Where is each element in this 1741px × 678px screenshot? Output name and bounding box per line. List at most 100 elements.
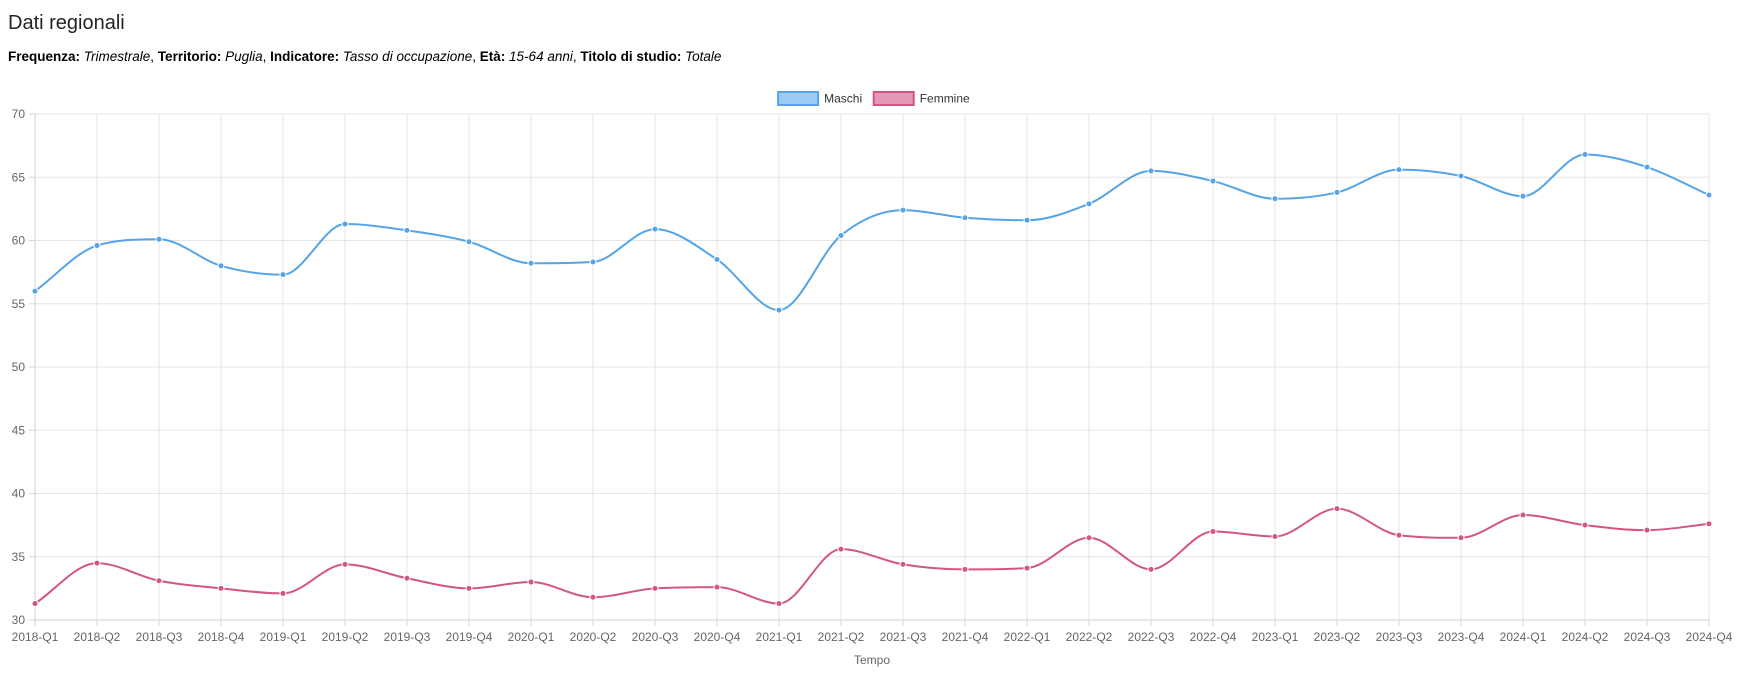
data-point-femmine bbox=[155, 577, 163, 585]
data-point-maschi bbox=[1271, 195, 1279, 203]
filter-summary: Frequenza: Trimestrale, Territorio: Pugl… bbox=[8, 49, 721, 64]
data-point-femmine bbox=[527, 578, 535, 586]
legend-label-maschi: Maschi bbox=[824, 92, 862, 106]
data-point-femmine bbox=[961, 565, 969, 573]
filter-value-indicatore: Tasso di occupazione bbox=[342, 49, 473, 64]
x-tick-label: 2024-Q3 bbox=[1624, 630, 1671, 644]
data-point-femmine bbox=[1085, 534, 1093, 542]
data-point-femmine bbox=[1581, 521, 1589, 529]
x-tick-label: 2018-Q4 bbox=[198, 630, 245, 644]
filter-separator: , bbox=[150, 49, 158, 64]
data-point-femmine bbox=[465, 584, 473, 592]
data-point-maschi bbox=[1023, 216, 1031, 224]
data-point-femmine bbox=[403, 574, 411, 582]
x-tick-label: 2019-Q4 bbox=[446, 630, 493, 644]
x-tick-label: 2022-Q1 bbox=[1004, 630, 1051, 644]
data-point-maschi bbox=[1085, 200, 1093, 208]
data-point-femmine bbox=[31, 600, 39, 608]
x-tick-label: 2018-Q2 bbox=[74, 630, 121, 644]
data-point-femmine bbox=[279, 589, 287, 597]
page-title: Dati regionali bbox=[8, 12, 125, 34]
data-point-femmine bbox=[1147, 565, 1155, 573]
x-tick-label: 2023-Q4 bbox=[1438, 630, 1485, 644]
y-tick-label: 55 bbox=[12, 297, 26, 311]
x-tick-label: 2021-Q1 bbox=[756, 630, 803, 644]
data-point-maschi bbox=[155, 235, 163, 243]
data-point-femmine bbox=[341, 560, 349, 568]
y-tick-label: 35 bbox=[12, 550, 26, 564]
data-point-femmine bbox=[837, 545, 845, 553]
data-point-maschi bbox=[465, 238, 473, 246]
data-point-maschi bbox=[1643, 163, 1651, 171]
x-tick-label: 2018-Q1 bbox=[12, 630, 59, 644]
series-line-maschi bbox=[34, 153, 1710, 312]
filter-value-titolo-studio: Totale bbox=[685, 49, 722, 64]
filter-label-indicatore: Indicatore: bbox=[270, 49, 340, 64]
data-point-femmine bbox=[1333, 505, 1341, 513]
x-tick-label: 2019-Q1 bbox=[260, 630, 307, 644]
data-point-femmine bbox=[899, 560, 907, 568]
y-tick-label: 40 bbox=[12, 487, 26, 501]
x-tick-label: 2024-Q2 bbox=[1562, 630, 1609, 644]
data-point-femmine bbox=[217, 584, 225, 592]
x-tick-label: 2022-Q3 bbox=[1128, 630, 1175, 644]
filter-label-territorio: Territorio: bbox=[157, 49, 222, 64]
x-tick-label: 2020-Q1 bbox=[508, 630, 555, 644]
x-axis-title: Tempo bbox=[854, 653, 890, 667]
filter-value-frequenza: Trimestrale bbox=[83, 49, 151, 64]
filter-label-eta: Età: bbox=[479, 49, 506, 64]
data-point-femmine bbox=[1209, 527, 1217, 535]
data-point-femmine bbox=[1643, 526, 1651, 534]
x-tick-label: 2023-Q2 bbox=[1314, 630, 1361, 644]
x-tick-label: 2020-Q4 bbox=[694, 630, 741, 644]
series-line-femmine bbox=[34, 507, 1710, 605]
data-point-maschi bbox=[961, 214, 969, 222]
legend-label-femmine: Femmine bbox=[920, 92, 970, 106]
data-point-femmine bbox=[651, 584, 659, 592]
filter-separator: , bbox=[572, 49, 581, 64]
x-tick-label: 2021-Q2 bbox=[818, 630, 865, 644]
legend-swatch-maschi bbox=[777, 91, 820, 106]
data-point-femmine bbox=[775, 600, 783, 608]
y-tick-label: 60 bbox=[12, 234, 26, 248]
x-tick-label: 2020-Q3 bbox=[632, 630, 679, 644]
data-point-maschi bbox=[93, 242, 101, 250]
data-point-maschi bbox=[1457, 172, 1465, 180]
data-point-maschi bbox=[899, 206, 907, 214]
data-point-maschi bbox=[651, 225, 659, 233]
data-point-femmine bbox=[1519, 511, 1527, 519]
data-point-maschi bbox=[1581, 150, 1589, 158]
x-tick-label: 2019-Q2 bbox=[322, 630, 369, 644]
y-tick-label: 65 bbox=[12, 170, 26, 184]
data-point-maschi bbox=[1333, 188, 1341, 196]
data-point-maschi bbox=[403, 226, 411, 234]
data-point-femmine bbox=[1705, 520, 1713, 528]
data-point-maschi bbox=[527, 259, 535, 267]
x-tick-label: 2023-Q3 bbox=[1376, 630, 1423, 644]
x-tick-label: 2022-Q4 bbox=[1190, 630, 1237, 644]
data-point-maschi bbox=[589, 258, 597, 266]
data-point-maschi bbox=[1395, 166, 1403, 174]
data-point-femmine bbox=[1395, 531, 1403, 539]
data-point-maschi bbox=[775, 306, 783, 314]
x-tick-label: 2018-Q3 bbox=[136, 630, 183, 644]
data-point-maschi bbox=[279, 271, 287, 279]
filter-separator: , bbox=[472, 49, 480, 64]
data-point-maschi bbox=[1519, 192, 1527, 200]
y-tick-label: 70 bbox=[12, 107, 26, 121]
x-tick-label: 2023-Q1 bbox=[1252, 630, 1299, 644]
data-point-femmine bbox=[1271, 533, 1279, 541]
filter-label-titolo-studio: Titolo di studio: bbox=[580, 49, 682, 64]
filter-separator: , bbox=[262, 49, 271, 64]
filter-label-frequenza: Frequenza: bbox=[8, 49, 81, 64]
x-tick-label: 2020-Q2 bbox=[570, 630, 617, 644]
filter-value-eta: 15-64 anni bbox=[509, 49, 573, 64]
y-tick-label: 30 bbox=[12, 613, 26, 627]
x-tick-label: 2022-Q2 bbox=[1066, 630, 1113, 644]
x-tick-label: 2019-Q3 bbox=[384, 630, 431, 644]
filter-value-territorio: Puglia bbox=[225, 49, 263, 64]
y-tick-label: 50 bbox=[12, 360, 26, 374]
data-point-femmine bbox=[589, 593, 597, 601]
x-tick-label: 2021-Q3 bbox=[880, 630, 927, 644]
x-tick-label: 2021-Q4 bbox=[942, 630, 989, 644]
